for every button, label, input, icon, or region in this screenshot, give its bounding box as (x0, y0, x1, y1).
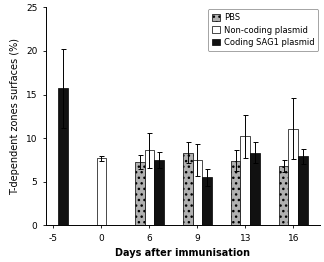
Bar (202, 177, 212, 225)
Legend: PBS, Non-coding plasmid, Coding SAG1 plasmid: PBS, Non-coding plasmid, Coding SAG1 pla… (208, 9, 318, 51)
Bar (97, 158, 106, 225)
Bar (298, 156, 308, 225)
Bar (183, 153, 192, 225)
Bar (250, 153, 260, 225)
Bar (154, 160, 164, 225)
Bar (240, 136, 250, 225)
Y-axis label: T-dependent zones surfaces (%): T-dependent zones surfaces (%) (10, 38, 20, 195)
Bar (145, 150, 154, 225)
Bar (58, 88, 68, 225)
Bar (135, 162, 145, 225)
Bar (288, 128, 298, 225)
Bar (231, 161, 240, 225)
Bar (279, 166, 288, 225)
X-axis label: Days after immunisation: Days after immunisation (115, 248, 250, 258)
Bar (192, 160, 202, 225)
